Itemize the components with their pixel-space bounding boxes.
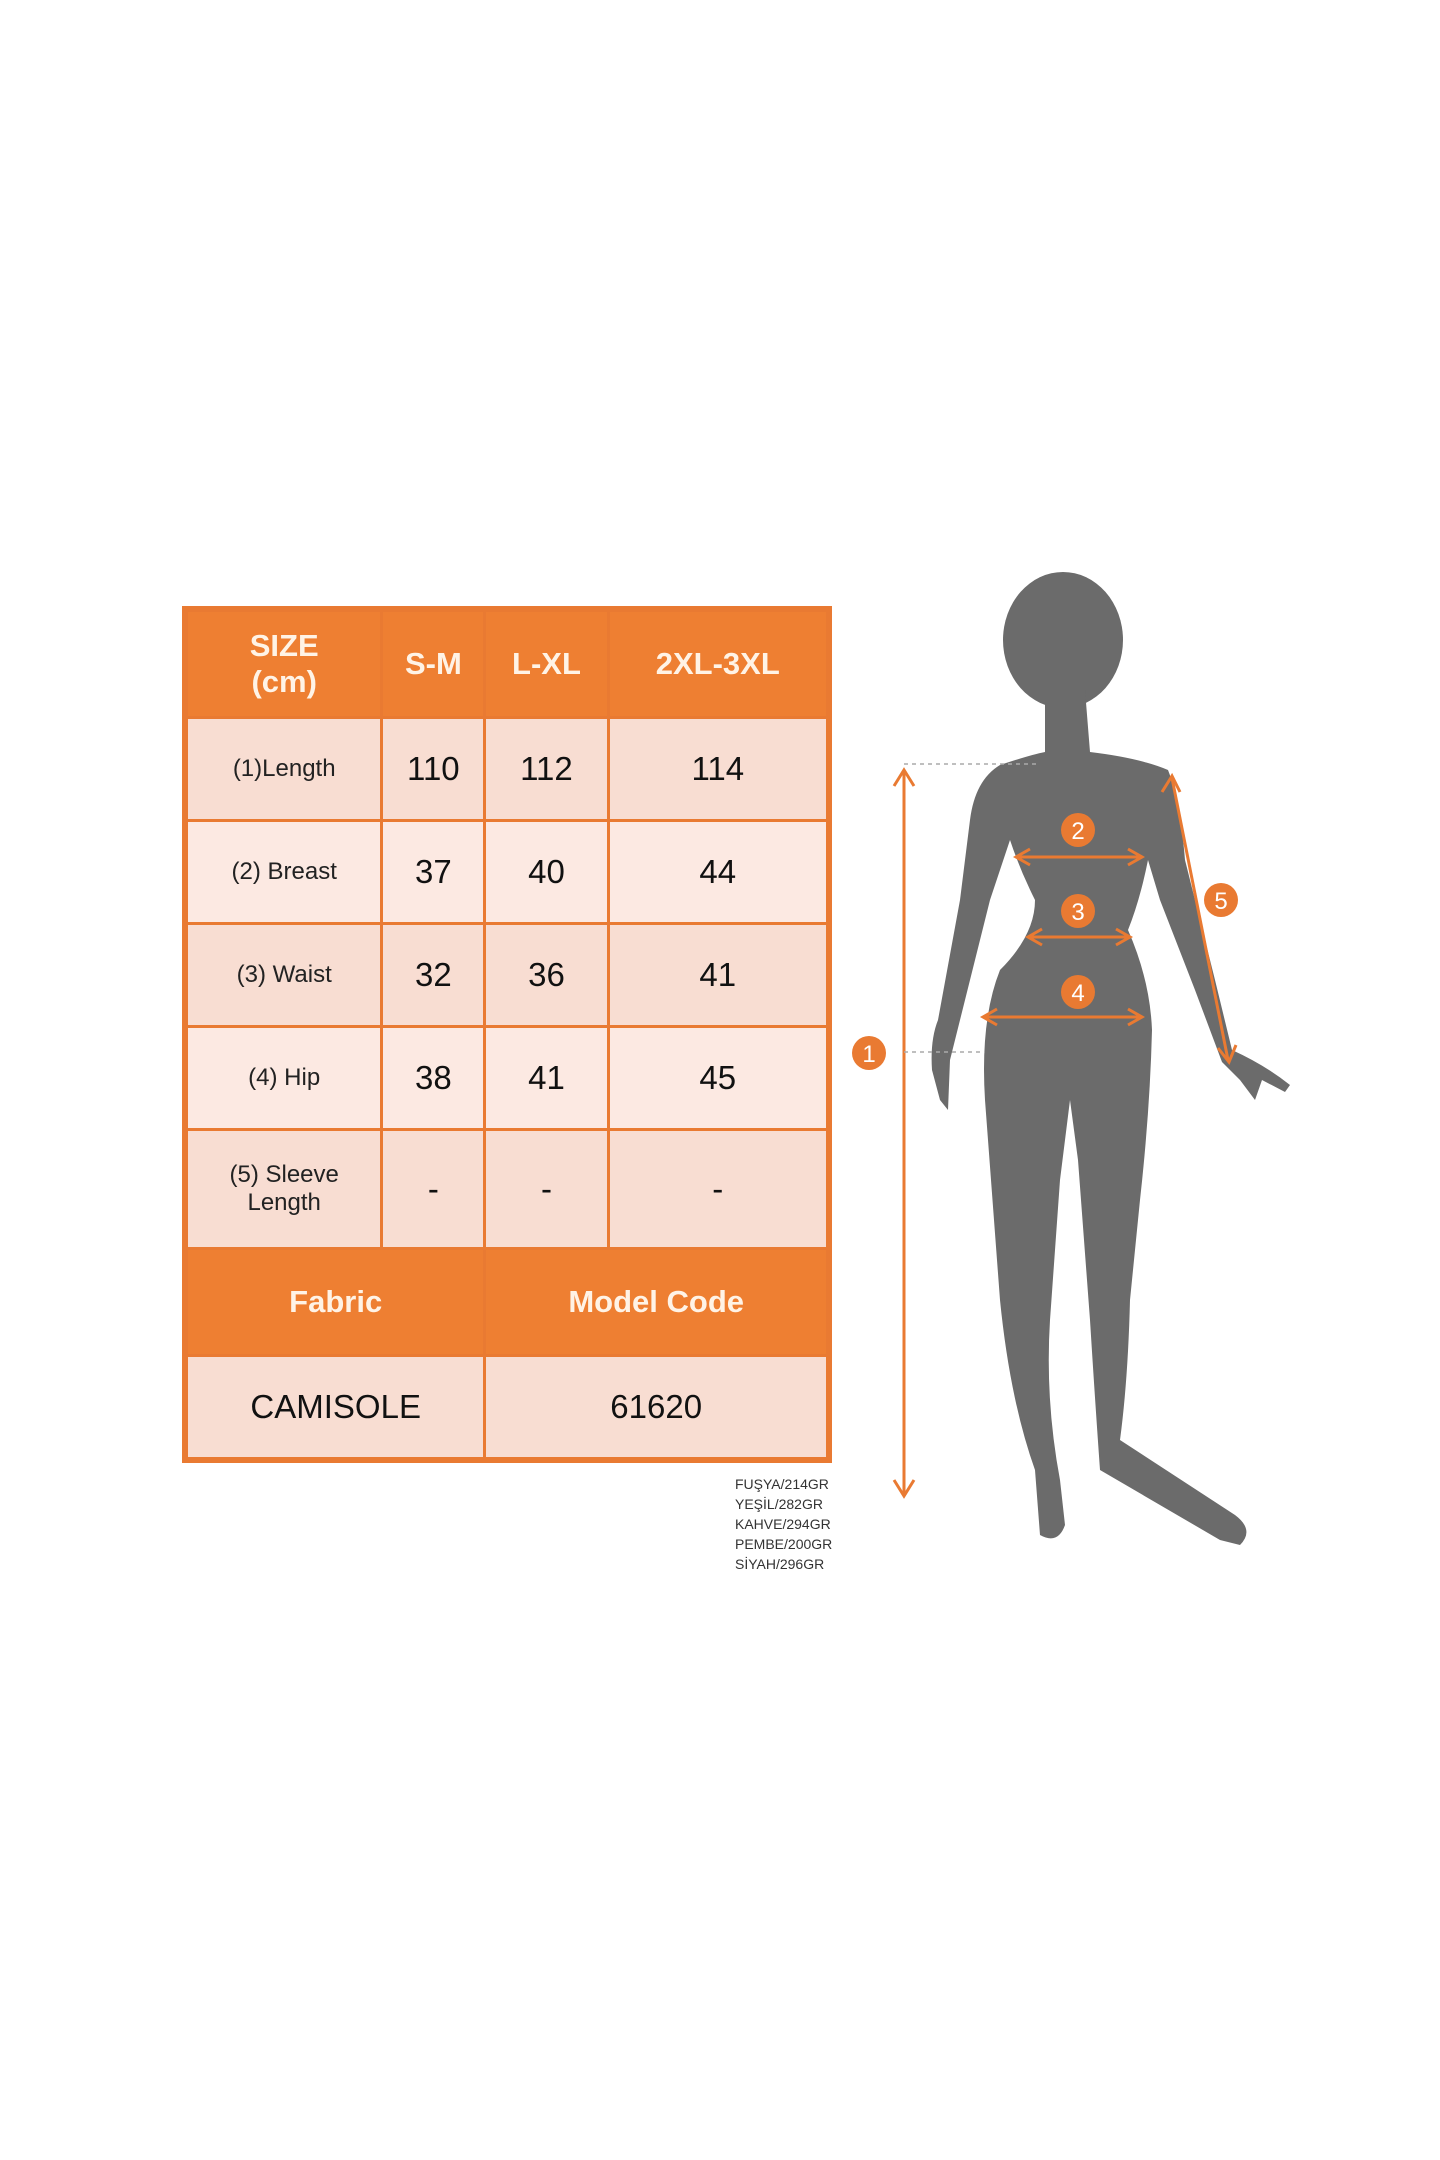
header-fabric: Fabric [188, 1250, 484, 1354]
header-l-xl: L-XL [486, 612, 607, 716]
row-breast: (2) Breast 37 40 44 [188, 822, 826, 922]
cell: 45 [609, 1028, 826, 1128]
header-s-m: S-M [383, 612, 484, 716]
header-size-label: SIZE [249, 628, 319, 663]
header-model-code: Model Code [486, 1250, 826, 1354]
weight-item: PEMBE/200GR [735, 1536, 833, 1552]
row-label: (3) Waist [188, 925, 381, 1025]
fabric-value: CAMISOLE [188, 1357, 484, 1457]
marker-5-label: 5 [1214, 888, 1227, 915]
color-weights-list: FUŞYA/214GR YEŞİL/282GR KAHVE/294GR PEMB… [735, 1474, 832, 1574]
header-2xl-3xl: 2XL-3XL [609, 612, 826, 716]
marker-4-label: 4 [1071, 980, 1084, 1007]
marker-2-icon [1061, 813, 1095, 847]
row-length: (1)Length 110 112 114 [188, 719, 826, 819]
marker-1-label: 1 [862, 1041, 875, 1068]
cell: 114 [609, 719, 826, 819]
row-label-line1: (5) Sleeve [229, 1161, 339, 1188]
cell: 41 [486, 1028, 607, 1128]
row-hip: (4) Hip 38 41 45 [188, 1028, 826, 1128]
header-unit-label: (cm) [251, 664, 317, 699]
cell: - [383, 1131, 484, 1247]
row-label: (2) Breast [188, 822, 381, 922]
cell: 112 [486, 719, 607, 819]
header-size: SIZE (cm) [188, 612, 381, 716]
size-chart-table: SIZE (cm) S-M L-XL 2XL-3XL (1)Length 110 … [182, 606, 832, 1463]
cell: 38 [383, 1028, 484, 1128]
body-silhouette-icon [931, 572, 1290, 1545]
sleeve-arrow [1170, 777, 1230, 1061]
weight-item: YEŞİL/282GR [735, 1496, 823, 1512]
cell: 41 [609, 925, 826, 1025]
cell: - [609, 1131, 826, 1247]
weight-item: KAHVE/294GR [735, 1516, 831, 1532]
marker-3-icon [1061, 894, 1095, 928]
row-label-line2: Length [247, 1189, 321, 1216]
measurement-arrows [892, 767, 1238, 1499]
cell: 37 [383, 822, 484, 922]
cell: 110 [383, 719, 484, 819]
marker-1-icon [852, 1036, 886, 1070]
row-label: (5) Sleeve Length [188, 1131, 381, 1247]
cell: 40 [486, 822, 607, 922]
weight-item: SİYAH/296GR [735, 1556, 825, 1572]
model-code-value: 61620 [486, 1357, 826, 1457]
length-arrowheads [892, 767, 916, 1499]
marker-5-icon [1204, 883, 1238, 917]
row-label: (1)Length [188, 719, 381, 819]
row-label: (4) Hip [188, 1028, 381, 1128]
marker-2-label: 2 [1071, 818, 1084, 845]
weight-item: FUŞYA/214GR [735, 1476, 829, 1492]
row-sleeve-length: (5) Sleeve Length - - - [188, 1131, 826, 1247]
marker-3-label: 3 [1071, 899, 1084, 926]
cell: - [486, 1131, 607, 1247]
guide-lines [904, 763, 1040, 1053]
cell: 32 [383, 925, 484, 1025]
measurement-markers: 1 2 3 4 5 [852, 813, 1238, 1070]
cell: 44 [609, 822, 826, 922]
row-waist: (3) Waist 32 36 41 [188, 925, 826, 1025]
marker-4-icon [1061, 975, 1095, 1009]
cell: 36 [486, 925, 607, 1025]
